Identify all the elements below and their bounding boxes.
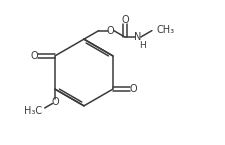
Text: O: O bbox=[129, 84, 137, 94]
Text: CH₃: CH₃ bbox=[156, 25, 174, 35]
Text: N: N bbox=[133, 32, 141, 42]
Text: O: O bbox=[30, 51, 38, 61]
Text: H: H bbox=[138, 41, 145, 50]
Text: O: O bbox=[51, 97, 59, 107]
Text: O: O bbox=[106, 26, 114, 36]
Text: O: O bbox=[121, 15, 128, 25]
Text: H₃C: H₃C bbox=[24, 106, 42, 116]
